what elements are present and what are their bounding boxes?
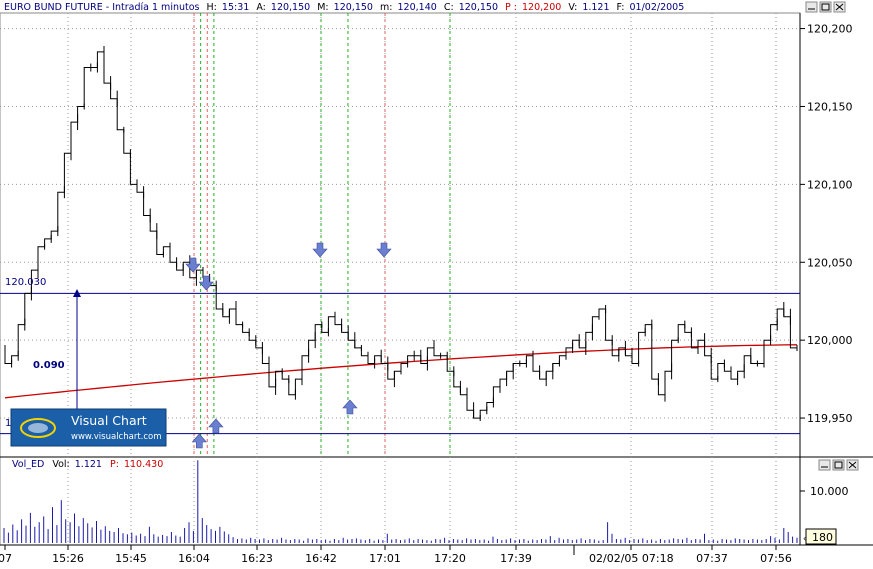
header-a-value: 120,150: [271, 2, 310, 13]
range-annotation: 0.090: [33, 360, 65, 371]
hidden-level-annotation: 1: [5, 418, 11, 429]
close-icon: [835, 3, 844, 11]
volume-bars: [3, 460, 798, 543]
logo-swoosh-icon: [20, 418, 56, 438]
volume-panel-buttons: [818, 459, 859, 471]
price-tick-label: 120,100: [807, 178, 853, 191]
signal-lines: [193, 13, 451, 457]
header-h-value: 15:31: [222, 2, 249, 13]
price-tick-label: 120,000: [807, 334, 853, 347]
price-tick-labels: 120,200 120,150 120,100 120,050 120,000 119,9…: [800, 23, 853, 425]
logo-name: Visual Chart: [71, 413, 147, 428]
down-arrow-icon: [198, 275, 214, 291]
header-mm-value: 120,140: [398, 2, 437, 13]
down-arrow-icon: [185, 257, 201, 273]
up-arrow-icon: [208, 418, 224, 434]
header-m-label: M:: [317, 2, 328, 13]
level-annotation: 120.030: [5, 277, 46, 288]
price-series: [4, 45, 798, 422]
price-tick-label: 119,950: [807, 412, 853, 425]
vol-maximize-button[interactable]: [832, 459, 845, 471]
moving-average-line: [4, 344, 798, 399]
header-p-value: 120,200: [522, 2, 561, 13]
logo-orb-icon: [28, 423, 48, 433]
time-tick-labels: 07 15:26 15:45 16:04 16:23 16:42 17:01 17:20 17:…: [0, 545, 792, 565]
header-p-label: P :: [505, 2, 517, 13]
minimize-button[interactable]: [805, 1, 818, 13]
time-tick-label: 17:01: [369, 552, 401, 565]
header-a-label: A:: [256, 2, 266, 13]
header-v-label: V:: [568, 2, 577, 13]
up-arrow-icon: [191, 433, 207, 449]
down-arrow-icon: [376, 242, 392, 258]
time-tick-label: 07: [0, 552, 12, 565]
header-m-value: 120,150: [334, 2, 373, 13]
header-c-value: 120,150: [459, 2, 498, 13]
header-title: EURO BUND FUTURE - Intradía 1 minutos: [4, 2, 200, 13]
volume-vol-label: Vol:: [52, 459, 69, 470]
header-v-value: 1.121: [582, 2, 609, 13]
time-tick-label: 17:39: [500, 552, 532, 565]
price-panel-buttons: [805, 1, 846, 13]
volume-p-label: P:: [110, 459, 119, 470]
price-tick-label: 120,200: [807, 23, 853, 36]
header-f-label: F:: [617, 2, 625, 13]
down-arrow-icon: [312, 242, 328, 258]
header-c-label: C:: [444, 2, 454, 13]
price-panel: [0, 12, 801, 458]
volume-name: Vol_ED: [12, 459, 44, 470]
maximize-button[interactable]: [819, 1, 832, 13]
chart-header: EURO BUND FUTURE - Intradía 1 minutos H:…: [4, 2, 684, 13]
time-tick-label: 07:56: [760, 552, 792, 565]
price-axis-area: [800, 13, 873, 545]
vol-maximize-icon: [834, 461, 843, 469]
volume-current-box: [805, 528, 837, 545]
time-tick-label: 15:26: [52, 552, 84, 565]
signal-arrows: [185, 242, 392, 449]
vol-minimize-button[interactable]: [818, 459, 831, 471]
visual-chart-logo: Visual Chart www.visualchart.com: [10, 408, 167, 447]
vol-close-icon: [848, 461, 857, 469]
up-arrow-icon: [342, 399, 358, 415]
header-f-value: 01/02/2005: [630, 2, 685, 13]
volume-current-label: 180: [812, 531, 833, 544]
price-tick-label: 120,050: [807, 256, 853, 269]
volume-panel: [0, 456, 801, 546]
moving-average: [4, 344, 798, 399]
volume-tick-label: 10.000: [810, 485, 849, 498]
grid: [0, 13, 800, 545]
range-arrow-top: [73, 289, 81, 297]
time-tick-label: 16:42: [305, 552, 337, 565]
maximize-icon: [821, 3, 830, 11]
time-tick-label: 02/02/05 07:18: [589, 552, 674, 565]
logo-url: www.visualchart.com: [71, 432, 162, 442]
time-tick-label: 15:45: [115, 552, 147, 565]
volume-vol-value: 1.121: [75, 459, 102, 470]
time-tick-label: 07:37: [696, 552, 728, 565]
header-mm-label: m:: [380, 2, 392, 13]
volume-p-value: 110.430: [124, 459, 163, 470]
header-h-label: H:: [207, 2, 217, 13]
time-tick-label: 16:23: [241, 552, 273, 565]
volume-current-pointer: ‹: [803, 534, 806, 543]
price-tick-label: 120,150: [807, 100, 853, 113]
time-tick-label: 17:20: [434, 552, 466, 565]
volume-header: Vol_ED Vol: 1.121 P: 110.430: [12, 459, 163, 470]
time-tick-label: 16:04: [178, 552, 210, 565]
